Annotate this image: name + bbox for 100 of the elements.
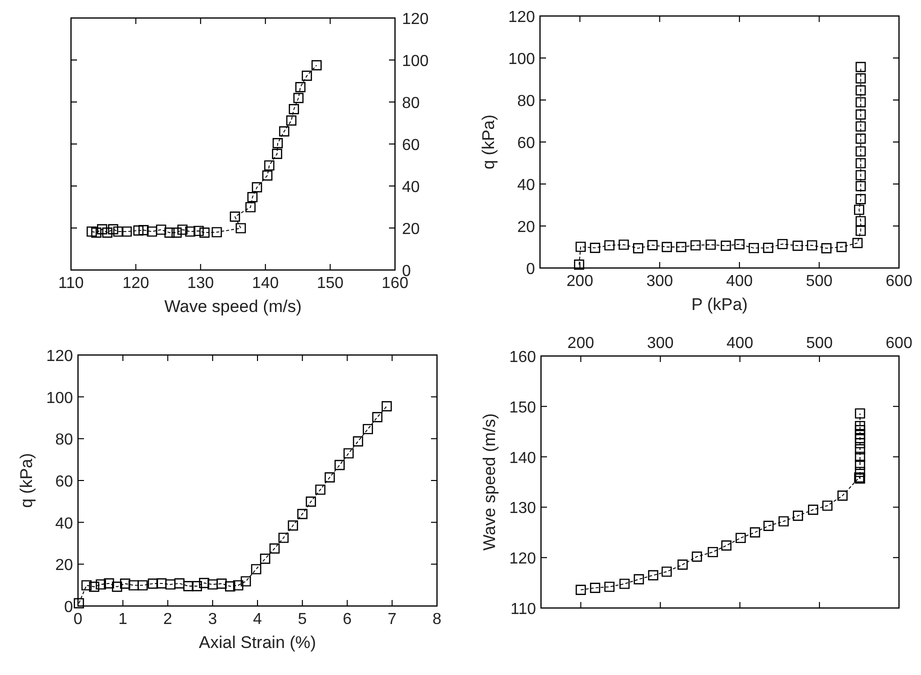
x-tick-label: 6 <box>342 611 352 628</box>
point <box>108 224 118 234</box>
x-tick-label: 7 <box>388 611 397 628</box>
x-tick-label: 140 <box>252 275 279 292</box>
x-tick-label: 5 <box>298 611 307 628</box>
point <box>692 551 702 562</box>
point <box>251 564 262 574</box>
x-tick-label: 400 <box>726 335 754 352</box>
x-tick-label: 600 <box>886 273 912 290</box>
y-tick-label: 120 <box>509 550 536 568</box>
y-tick-label: 150 <box>509 399 536 416</box>
y-tick-label: 100 <box>508 51 536 68</box>
point <box>590 242 600 253</box>
y-tick-label: 80 <box>517 93 536 110</box>
point <box>619 578 630 589</box>
point <box>750 527 760 538</box>
y-tick-label: 40 <box>517 177 536 194</box>
x-tick-label: 500 <box>806 273 833 290</box>
point <box>138 580 148 590</box>
y2-tick-label: 20 <box>402 221 420 238</box>
point <box>576 584 586 595</box>
point <box>734 239 745 250</box>
point <box>856 97 866 108</box>
point <box>272 138 283 148</box>
point <box>91 228 102 238</box>
point <box>138 225 149 236</box>
y-tick-label: 130 <box>509 500 536 518</box>
point <box>279 126 290 136</box>
point <box>590 582 600 593</box>
y-tick-label: 60 <box>517 135 536 152</box>
point <box>146 226 158 237</box>
point <box>720 240 731 251</box>
point <box>148 578 158 589</box>
x-tick-label: 8 <box>432 611 442 628</box>
point <box>372 412 382 422</box>
point <box>854 444 866 454</box>
point <box>647 240 658 250</box>
point <box>854 452 866 462</box>
point <box>763 520 774 531</box>
point <box>81 580 92 590</box>
point <box>808 504 818 515</box>
point <box>156 224 166 235</box>
point <box>264 160 274 171</box>
x-tick-label: 600 <box>886 335 912 352</box>
point <box>634 574 644 584</box>
point <box>113 226 124 237</box>
point <box>278 532 289 543</box>
point <box>854 408 866 419</box>
point <box>230 212 240 222</box>
y-tick-label: 160 <box>509 349 536 366</box>
point <box>306 496 316 507</box>
y-axis-title: Wave speed (m/s) <box>480 413 499 551</box>
x-axis-title: Axial Strain (%) <box>198 633 316 652</box>
point <box>216 578 227 589</box>
point <box>199 228 210 238</box>
point <box>260 554 270 564</box>
y-tick-label: 20 <box>55 557 74 574</box>
x-axis-title: Wave speed (m/s) <box>164 297 302 316</box>
point <box>104 578 114 589</box>
point <box>604 240 615 250</box>
point <box>212 227 222 238</box>
point <box>199 578 210 588</box>
point <box>576 242 586 252</box>
point <box>706 240 716 250</box>
point <box>662 242 672 252</box>
point <box>856 134 866 144</box>
point <box>854 466 866 478</box>
x-tick-label: 400 <box>726 273 753 290</box>
x-tick-label: 120 <box>122 275 150 292</box>
y-tick-label: 120 <box>508 9 536 26</box>
point <box>708 546 718 558</box>
point <box>618 240 629 250</box>
point <box>792 510 804 521</box>
point <box>856 194 866 204</box>
point <box>633 243 644 254</box>
x-tick-label: 3 <box>208 611 218 628</box>
point <box>721 540 732 551</box>
point <box>856 121 866 132</box>
point <box>156 578 167 589</box>
point <box>837 490 848 501</box>
point <box>343 448 354 458</box>
point <box>269 543 280 554</box>
y-tick-label: 20 <box>517 219 536 236</box>
point <box>302 70 312 81</box>
point <box>648 570 658 580</box>
y-tick-label: 80 <box>55 432 74 449</box>
point <box>272 148 282 159</box>
point <box>382 401 392 412</box>
point <box>362 424 373 434</box>
point <box>821 243 832 254</box>
point <box>676 242 686 252</box>
point <box>748 242 759 254</box>
point <box>133 225 144 236</box>
point <box>89 582 100 592</box>
y-axis-title: q (kPa) <box>479 114 498 170</box>
point <box>690 240 701 250</box>
y-tick-label: 100 <box>46 390 74 407</box>
y-axis-title: q (kPa) <box>17 453 36 508</box>
point <box>806 240 818 250</box>
point <box>86 226 97 237</box>
